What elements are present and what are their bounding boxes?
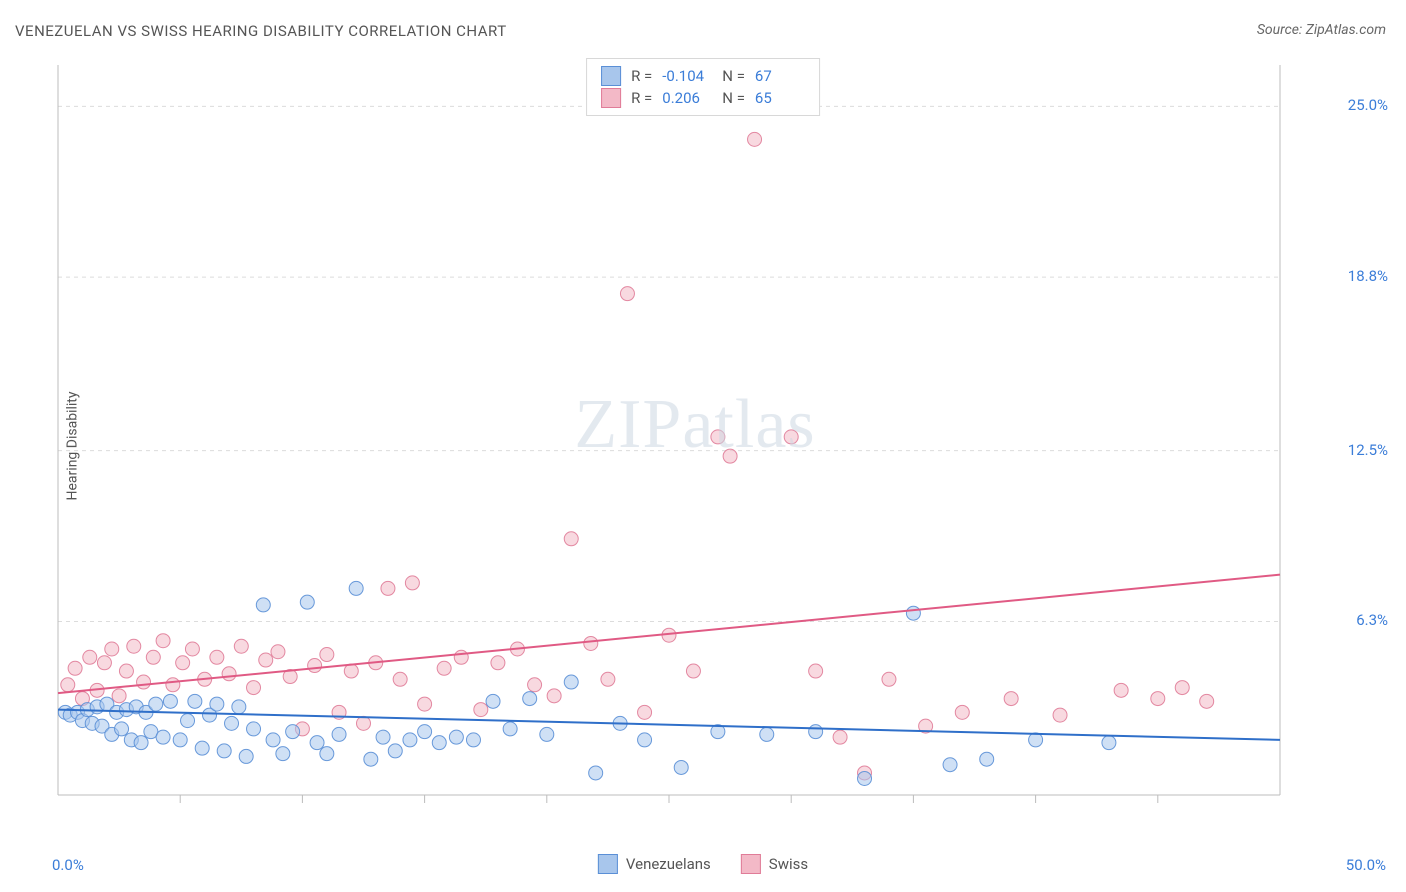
stat-n-value-swiss: 65 bbox=[755, 87, 805, 109]
legend-label-venezuelans: Venezuelans bbox=[626, 855, 711, 873]
chart-title: VENEZUELAN VS SWISS HEARING DISABILITY C… bbox=[15, 22, 507, 40]
stats-legend: R = -0.104 N = 67 R = 0.206 N = 65 bbox=[586, 58, 820, 116]
y-tick-label: 6.3% bbox=[1356, 611, 1388, 629]
y-tick-label: 12.5% bbox=[1348, 441, 1388, 459]
y-tick-label: 18.8% bbox=[1348, 267, 1388, 285]
swatch-swiss bbox=[741, 854, 761, 874]
scatter-svg bbox=[50, 55, 1340, 825]
x-tick-label: 50.0% bbox=[1346, 856, 1386, 874]
stat-n-label: N = bbox=[722, 87, 745, 109]
stats-row-venezuelans: R = -0.104 N = 67 bbox=[601, 65, 805, 87]
source-attribution: Source: ZipAtlas.com bbox=[1257, 22, 1386, 38]
stats-row-swiss: R = 0.206 N = 65 bbox=[601, 87, 805, 109]
chart-container: VENEZUELAN VS SWISS HEARING DISABILITY C… bbox=[0, 0, 1406, 892]
legend-item-venezuelans: Venezuelans bbox=[598, 854, 711, 874]
stat-r-label: R = bbox=[631, 87, 652, 109]
legend-label-swiss: Swiss bbox=[769, 855, 808, 873]
legend-item-swiss: Swiss bbox=[741, 854, 808, 874]
stat-n-label: N = bbox=[722, 65, 745, 87]
plot-area: ZIPatlas bbox=[50, 55, 1340, 825]
x-tick-label: 0.0% bbox=[52, 856, 84, 874]
swatch-venezuelans bbox=[598, 854, 618, 874]
swatch-venezuelans bbox=[601, 66, 621, 86]
y-tick-label: 25.0% bbox=[1348, 96, 1388, 114]
stat-r-value-venezuelans: -0.104 bbox=[662, 65, 712, 87]
swatch-swiss bbox=[601, 88, 621, 108]
stat-r-label: R = bbox=[631, 65, 652, 87]
stat-n-value-venezuelans: 67 bbox=[755, 65, 805, 87]
series-legend: Venezuelans Swiss bbox=[598, 854, 808, 874]
stat-r-value-swiss: 0.206 bbox=[662, 87, 712, 109]
